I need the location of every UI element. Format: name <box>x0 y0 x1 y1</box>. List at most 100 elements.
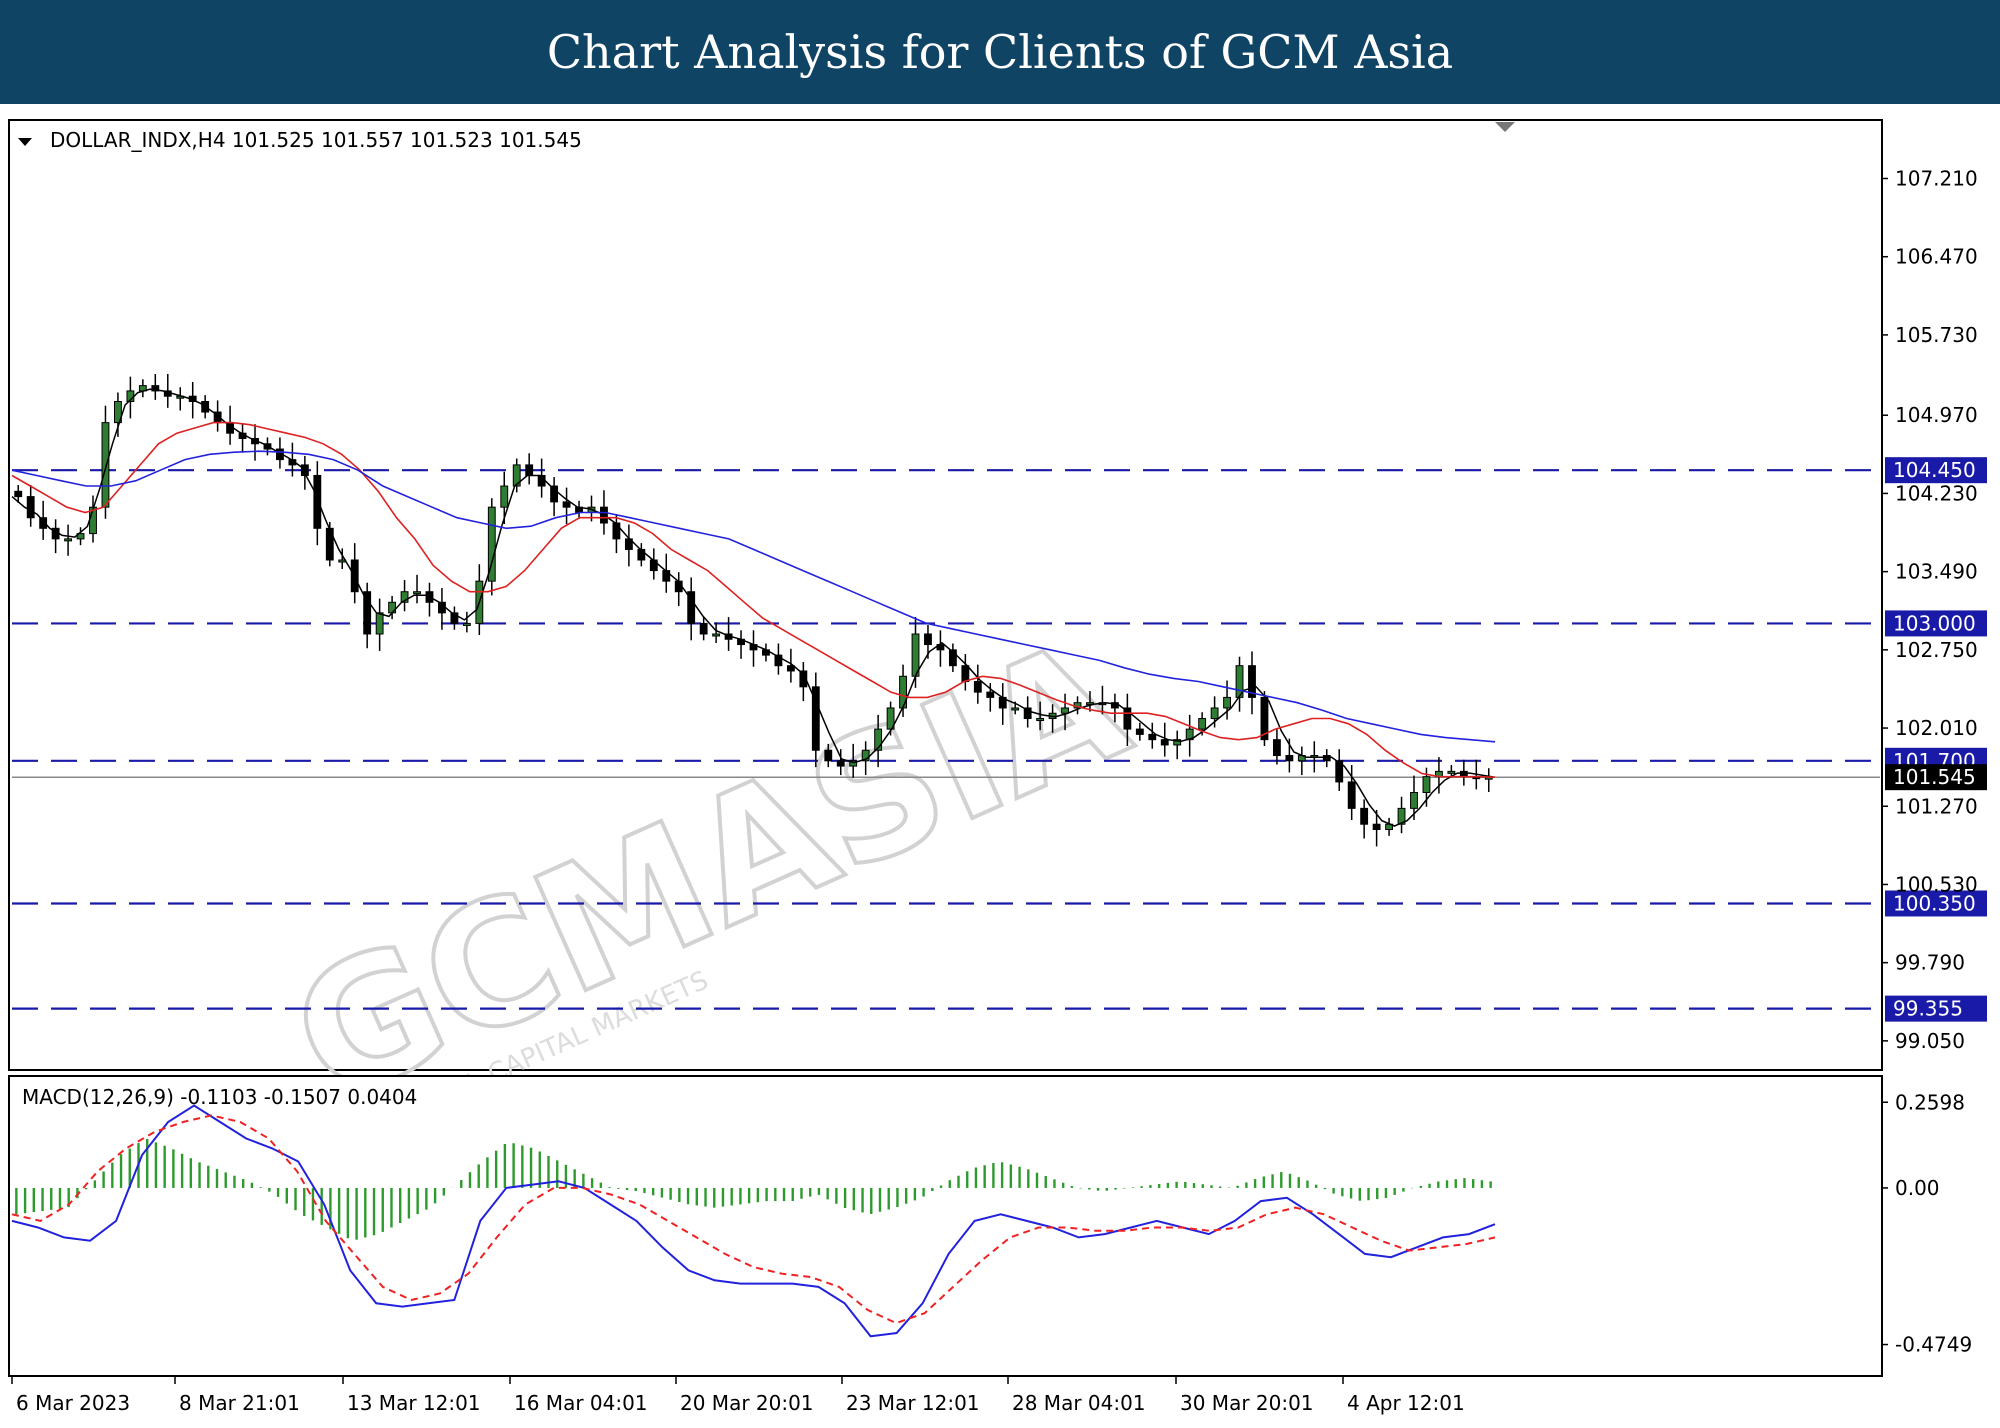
bear-candle <box>450 612 459 624</box>
date-tick-label: 30 Mar 20:01 <box>1180 1391 1314 1415</box>
bear-candle <box>1360 807 1369 825</box>
macd-panel <box>8 1075 1883 1377</box>
bear-candle <box>699 622 708 635</box>
macd-tick-label: 0.00 <box>1895 1176 1940 1200</box>
bear-candle <box>1322 755 1331 762</box>
level-label-box <box>1885 610 1987 637</box>
macd-line <box>11 1104 1496 1338</box>
macd-tick-label: -0.4749 <box>1895 1333 1972 1357</box>
date-tick-label: 6 Mar 2023 <box>16 1391 130 1415</box>
price-tick-label: 107.210 <box>1895 167 1978 191</box>
bear-candle <box>786 665 795 672</box>
symbol-dropdown-icon[interactable] <box>18 138 32 146</box>
bear-candle <box>948 649 957 667</box>
bear-candle <box>986 691 995 698</box>
price-tick-label: 100.530 <box>1895 872 1978 896</box>
bull-candle <box>1036 718 1045 722</box>
bull-candle <box>1011 707 1020 711</box>
bear-candle <box>14 490 23 498</box>
bear-candle <box>924 633 932 646</box>
bear-candle <box>836 760 845 767</box>
bear-candle <box>39 517 48 529</box>
bear-candle <box>687 591 696 624</box>
bull-candle <box>886 707 895 730</box>
bull-candle <box>400 591 409 603</box>
macd-tick-label: 0.2598 <box>1895 1090 1965 1114</box>
bull-candle <box>64 538 73 542</box>
bear-candle <box>961 665 970 683</box>
price-tick-label: 102.750 <box>1895 638 1978 662</box>
date-tick-label: 4 Apr 12:01 <box>1347 1391 1465 1415</box>
ma-medium-line <box>11 421 1496 778</box>
bear-candle <box>363 591 372 635</box>
bear-candle <box>612 522 621 540</box>
shift-marker-icon[interactable] <box>1495 122 1515 132</box>
bear-candle <box>774 654 783 667</box>
level-label: 103.000 <box>1893 611 1976 635</box>
bear-candle <box>1285 755 1294 762</box>
price-tick-label: 105.730 <box>1895 323 1978 347</box>
bull-candle <box>1223 696 1231 709</box>
banner-title: Chart Analysis for Clients of GCM Asia <box>546 25 1454 79</box>
ma-short-line <box>11 388 1496 827</box>
bear-candle <box>525 464 534 476</box>
price-panel <box>8 119 1883 1071</box>
bull-candle <box>500 485 509 508</box>
bear-candle <box>26 496 35 519</box>
bull-candle <box>712 633 721 637</box>
bull-candle <box>1210 707 1219 720</box>
bear-candle <box>1123 707 1132 730</box>
bull-candle <box>413 591 421 595</box>
bear-candle <box>824 749 833 762</box>
date-tick-label: 20 Mar 20:01 <box>680 1391 814 1415</box>
bear-candle <box>1459 770 1468 778</box>
chart-banner: Chart Analysis for Clients of GCM Asia <box>0 0 2000 104</box>
bull-candle <box>1447 770 1456 774</box>
bull-candle <box>101 422 110 508</box>
bull-candle <box>849 760 858 767</box>
price-tick-label: 99.050 <box>1895 1029 1965 1053</box>
level-label: 104.450 <box>1893 458 1976 482</box>
bear-candle <box>1372 823 1381 830</box>
bear-candle <box>562 501 571 508</box>
last-price-label: 101.545 <box>1893 765 1976 789</box>
price-tick-label: 104.230 <box>1895 481 1978 505</box>
price-tick-label: 102.010 <box>1895 716 1978 740</box>
bear-candle <box>151 385 160 392</box>
bear-candle <box>973 681 982 693</box>
bull-candle <box>1397 807 1406 825</box>
macd-header: MACD(12,26,9) -0.1103 -0.1507 0.0404 <box>22 1085 417 1109</box>
price-tick-label: 103.490 <box>1895 560 1978 584</box>
last-price-box <box>1885 764 1987 791</box>
price-tick-label: 106.470 <box>1895 245 1978 269</box>
bull-candle <box>1410 792 1418 809</box>
bear-candle <box>1248 665 1256 698</box>
bear-candle <box>1347 781 1356 809</box>
bull-candle <box>76 533 85 540</box>
date-tick-label: 28 Mar 04:01 <box>1012 1391 1146 1415</box>
level-label-box <box>1885 890 1987 917</box>
bear-candle <box>313 474 322 529</box>
bear-candle <box>1272 739 1281 757</box>
bear-candle <box>1135 728 1144 735</box>
level-label-box <box>1885 995 1987 1022</box>
bear-candle <box>1023 707 1032 720</box>
date-tick-label: 16 Mar 04:01 <box>514 1391 648 1415</box>
date-tick-label: 8 Mar 21:01 <box>179 1391 300 1415</box>
bear-candle <box>1335 760 1344 783</box>
bull-candle <box>375 612 384 635</box>
bear-candle <box>1148 733 1157 741</box>
price-tick-label: 99.790 <box>1895 951 1965 975</box>
bull-candle <box>462 622 471 626</box>
date-tick-label: 13 Mar 12:01 <box>347 1391 481 1415</box>
date-tick-label: 23 Mar 12:01 <box>846 1391 980 1415</box>
bear-candle <box>799 670 808 688</box>
bull-candle <box>487 506 496 582</box>
bear-candle <box>300 464 309 476</box>
symbol-header: DOLLAR_INDX,H4 101.525 101.557 101.523 1… <box>50 128 582 152</box>
bull-candle <box>1422 776 1431 794</box>
bull-candle <box>512 464 521 487</box>
bull-candle <box>1198 718 1207 730</box>
bull-candle <box>114 400 122 424</box>
